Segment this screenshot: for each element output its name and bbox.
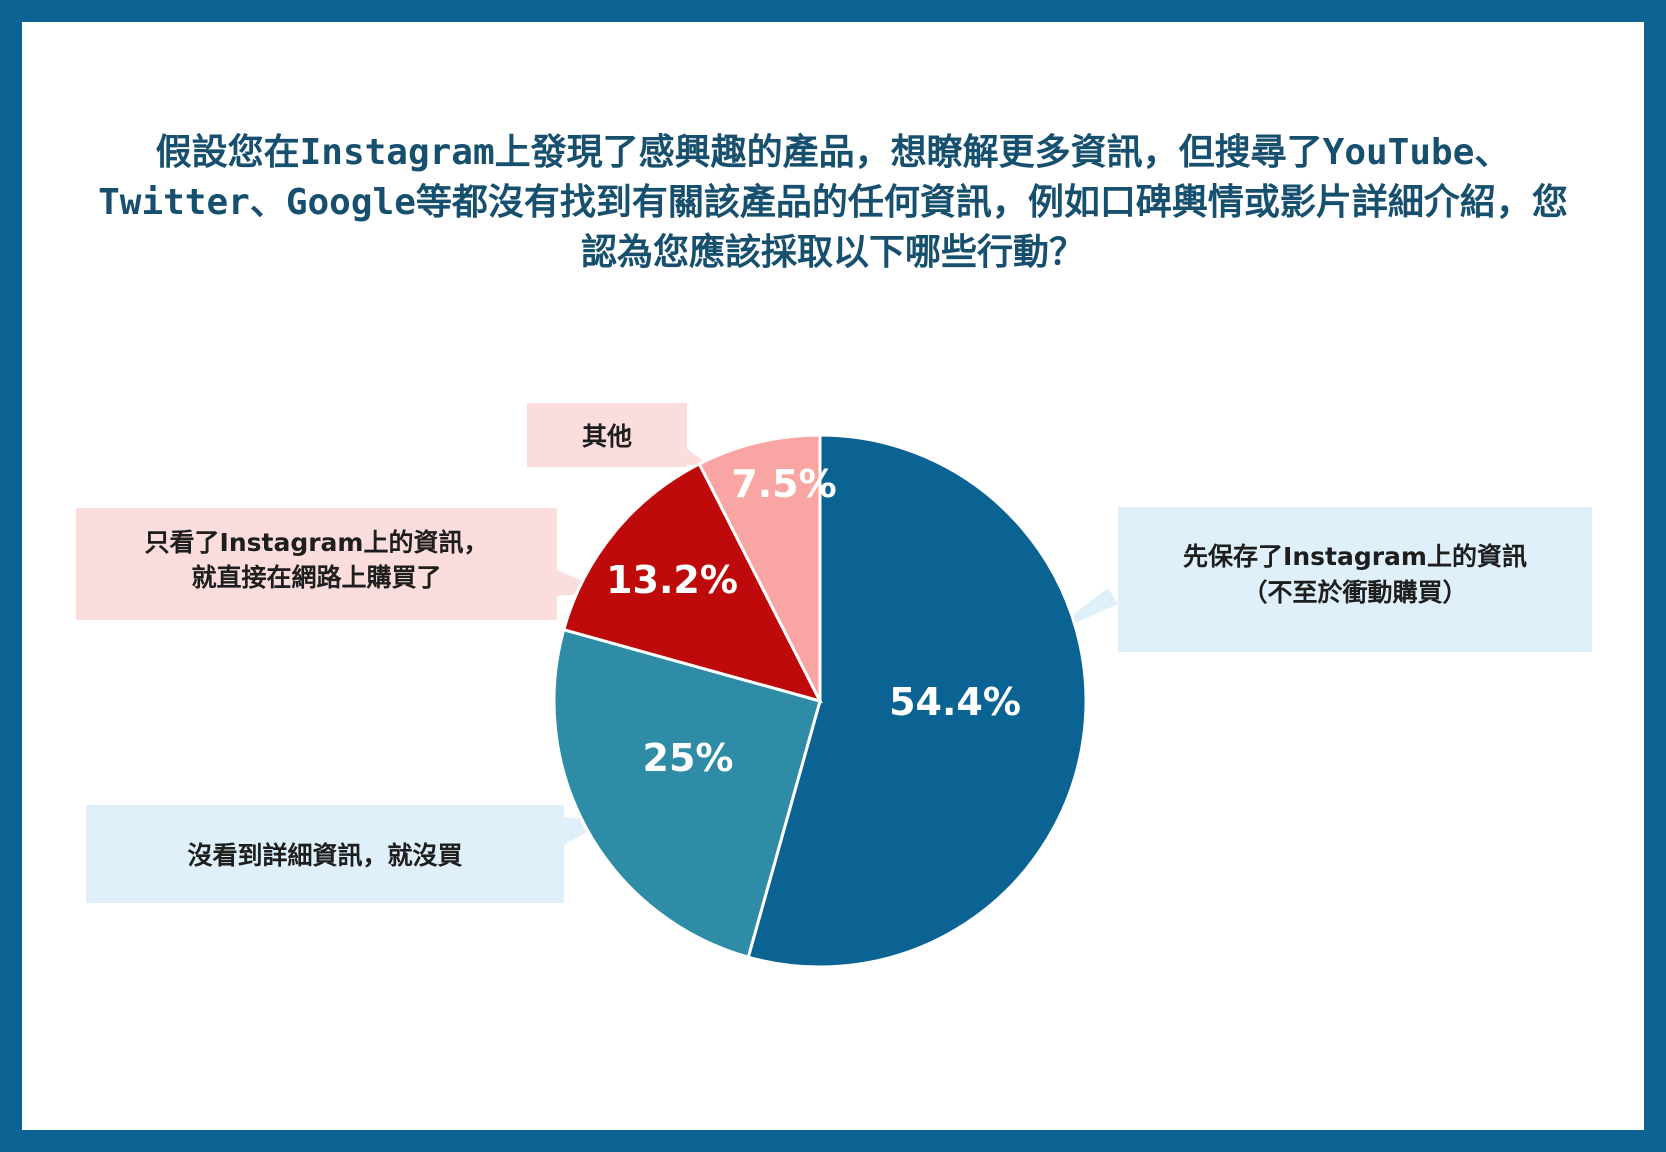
slice-value-label: 13.2% (606, 558, 738, 602)
pie-slice-3 (697, 433, 822, 702)
callout-box (1118, 507, 1592, 652)
callout-1: 沒看到詳細資訊，就沒買 (86, 805, 608, 903)
slice-label: 先保存了Instagram上的資訊 (1183, 542, 1527, 571)
pie-slice-2 (561, 461, 823, 704)
slice-label: 沒看到詳細資訊，就沒買 (187, 841, 462, 870)
slice-label: 就直接在網路上購買了 (191, 563, 441, 592)
pie-slice-0 (746, 433, 1088, 969)
callout-2: 只看了Instagram上的資訊， 就直接在網路上購買了 (76, 508, 608, 620)
slice-label: （不至於衝動購買） (1242, 578, 1467, 607)
pie-slice-1 (552, 627, 822, 959)
slice-value-label: 7.5% (731, 462, 836, 506)
callout-3: 其他 (527, 403, 715, 470)
slice-value-label: 25% (643, 736, 734, 780)
callout-0: 先保存了Instagram上的資訊 （不至於衝動購買） (1042, 507, 1592, 652)
chart-title: 假設您在Instagram上發現了感興趣的產品，想瞭解更多資訊，但搜尋了YouT… (98, 132, 1568, 273)
slice-label: 只看了Instagram上的資訊， (145, 528, 489, 557)
callout-box (76, 508, 557, 620)
callout-box (527, 403, 687, 467)
callout-box (86, 805, 564, 903)
slice-label: 其他 (582, 422, 632, 451)
slice-value-label: 54.4% (889, 680, 1021, 724)
